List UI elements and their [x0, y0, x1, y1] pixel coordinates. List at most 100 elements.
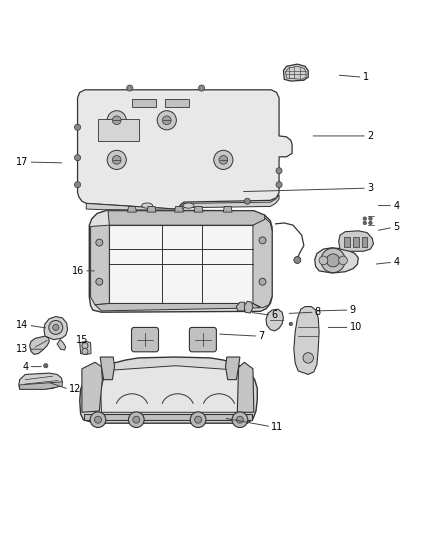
FancyBboxPatch shape: [131, 327, 159, 352]
Circle shape: [326, 254, 339, 267]
Polygon shape: [82, 362, 102, 413]
Polygon shape: [44, 317, 67, 340]
Polygon shape: [237, 302, 246, 311]
Polygon shape: [253, 218, 272, 308]
Polygon shape: [30, 336, 49, 354]
Circle shape: [369, 217, 372, 220]
Polygon shape: [20, 382, 62, 389]
Circle shape: [363, 221, 367, 225]
Polygon shape: [100, 357, 115, 379]
Circle shape: [95, 416, 102, 423]
Polygon shape: [19, 373, 62, 389]
Circle shape: [82, 343, 88, 349]
Polygon shape: [194, 206, 203, 212]
Polygon shape: [78, 90, 292, 209]
Circle shape: [107, 111, 126, 130]
Circle shape: [49, 320, 63, 334]
Bar: [362, 237, 367, 247]
Text: 4: 4: [393, 200, 399, 211]
Polygon shape: [91, 225, 110, 305]
Bar: [344, 237, 350, 247]
Circle shape: [289, 322, 293, 326]
Text: 8: 8: [315, 307, 321, 317]
Circle shape: [294, 256, 301, 263]
Circle shape: [96, 239, 103, 246]
Ellipse shape: [183, 203, 194, 208]
Text: 6: 6: [271, 310, 277, 320]
Circle shape: [113, 116, 121, 125]
Polygon shape: [80, 357, 257, 423]
Circle shape: [244, 198, 251, 204]
Text: 17: 17: [16, 157, 28, 167]
Circle shape: [74, 124, 81, 130]
Circle shape: [127, 85, 133, 91]
Text: 11: 11: [271, 422, 283, 432]
Circle shape: [198, 85, 205, 91]
Text: 14: 14: [16, 320, 28, 330]
Circle shape: [276, 168, 282, 174]
Polygon shape: [237, 362, 254, 413]
Text: 16: 16: [72, 266, 84, 276]
Text: 7: 7: [258, 331, 265, 341]
Circle shape: [44, 364, 48, 368]
Bar: [165, 99, 188, 107]
Text: 12: 12: [69, 384, 81, 394]
Polygon shape: [283, 64, 308, 81]
Polygon shape: [339, 231, 374, 251]
Text: 10: 10: [350, 322, 362, 333]
Polygon shape: [315, 248, 358, 273]
Text: 15: 15: [76, 335, 88, 345]
Circle shape: [113, 156, 121, 164]
Polygon shape: [80, 341, 91, 354]
Ellipse shape: [142, 203, 152, 208]
Polygon shape: [89, 210, 272, 312]
Circle shape: [194, 416, 201, 423]
Circle shape: [128, 412, 144, 427]
Circle shape: [339, 256, 347, 265]
Polygon shape: [147, 206, 156, 212]
Circle shape: [74, 155, 81, 161]
Circle shape: [259, 237, 266, 244]
Polygon shape: [244, 301, 253, 313]
Polygon shape: [110, 225, 253, 303]
Circle shape: [321, 248, 345, 272]
Bar: [132, 99, 156, 107]
Circle shape: [276, 182, 282, 188]
Circle shape: [162, 116, 171, 125]
FancyBboxPatch shape: [189, 327, 216, 352]
Circle shape: [90, 412, 106, 427]
Circle shape: [157, 111, 177, 130]
Polygon shape: [294, 306, 319, 375]
Circle shape: [259, 278, 266, 285]
Text: 3: 3: [367, 183, 373, 193]
Circle shape: [214, 150, 233, 169]
Circle shape: [319, 256, 328, 265]
Circle shape: [237, 416, 244, 423]
Text: 13: 13: [16, 344, 28, 354]
Circle shape: [96, 278, 103, 285]
Polygon shape: [84, 414, 252, 419]
Circle shape: [107, 150, 126, 169]
Text: 1: 1: [363, 72, 369, 82]
Polygon shape: [266, 309, 283, 331]
Circle shape: [190, 412, 206, 427]
Polygon shape: [127, 206, 136, 212]
Circle shape: [219, 156, 228, 164]
Circle shape: [232, 412, 248, 427]
Polygon shape: [101, 366, 246, 413]
Polygon shape: [108, 211, 265, 225]
Circle shape: [363, 217, 367, 220]
Polygon shape: [175, 206, 184, 212]
Text: 4: 4: [393, 257, 399, 267]
Circle shape: [303, 353, 314, 363]
Text: 9: 9: [350, 305, 356, 315]
Polygon shape: [95, 303, 260, 311]
Text: 2: 2: [367, 131, 373, 141]
Circle shape: [53, 325, 59, 330]
Circle shape: [74, 182, 81, 188]
Polygon shape: [226, 357, 240, 379]
Circle shape: [369, 221, 372, 225]
Bar: [98, 118, 139, 141]
Polygon shape: [223, 206, 232, 212]
Bar: [353, 237, 359, 247]
